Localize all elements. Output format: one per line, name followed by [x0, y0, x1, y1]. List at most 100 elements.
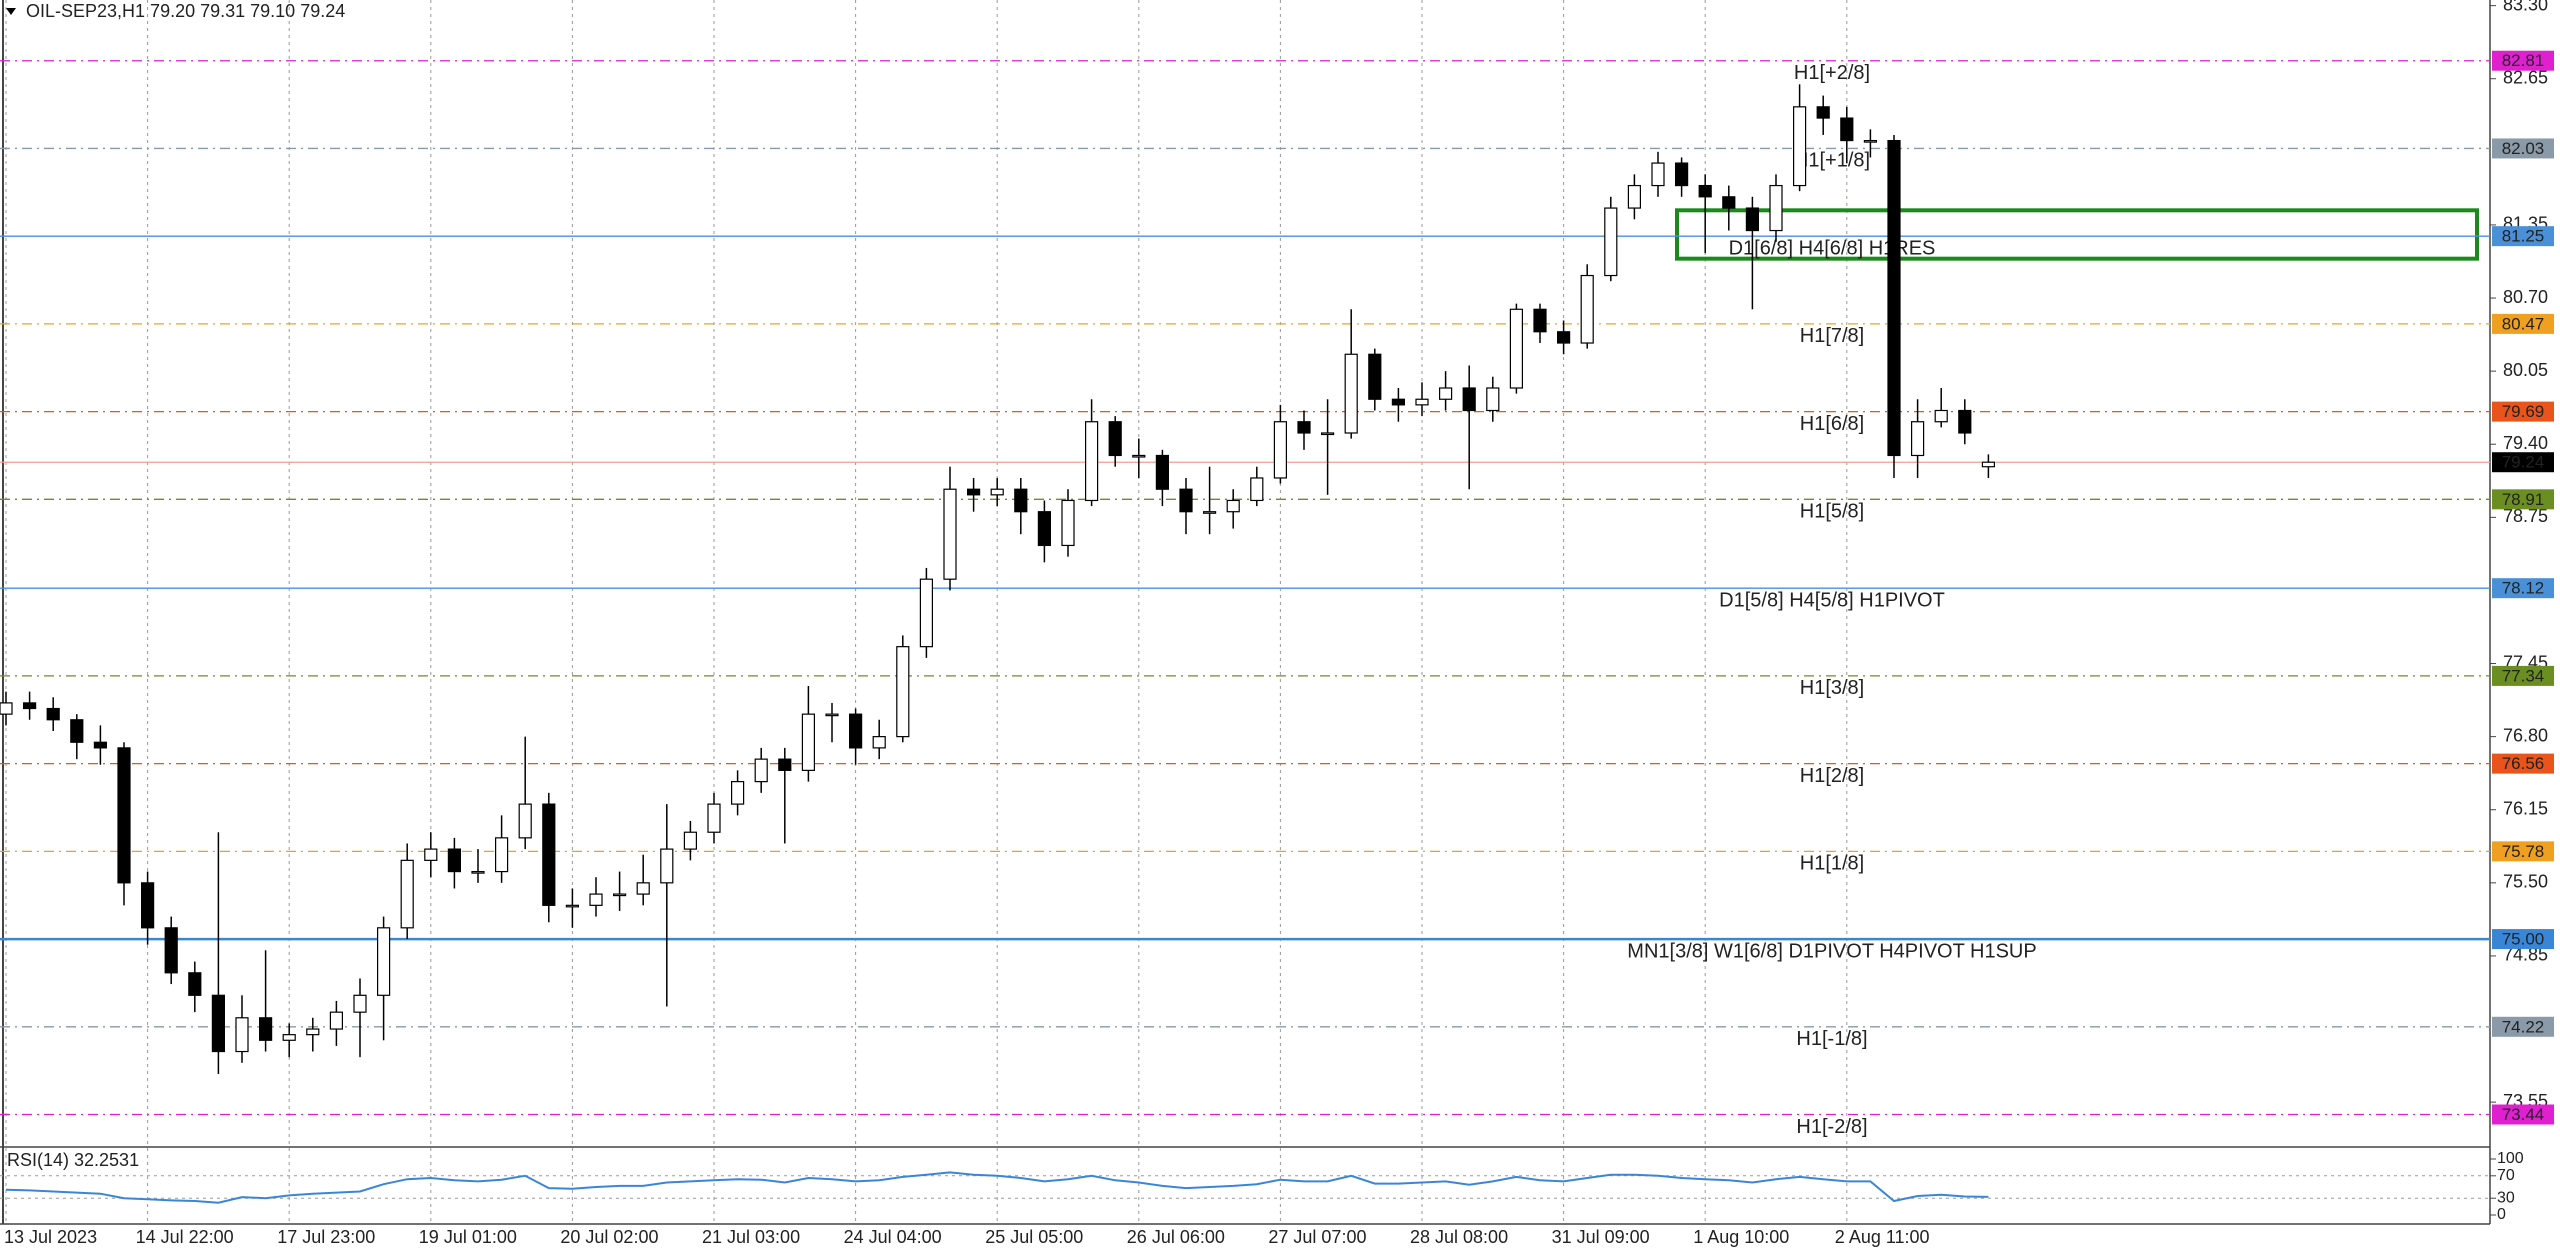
- candle-body: [1344, 353, 1358, 434]
- y-tick-label: 0: [2497, 1206, 2506, 1223]
- price-box: [2492, 138, 2554, 159]
- candle-body: [1108, 421, 1122, 457]
- candle-body: [1320, 432, 1335, 436]
- candle-body: [377, 927, 391, 996]
- candle-body: [1958, 409, 1972, 434]
- level-label: H1[-2/8]: [1796, 1116, 1867, 1138]
- candle-body: [1226, 499, 1240, 513]
- candle-body: [1037, 511, 1052, 547]
- level-label: H1[7/8]: [1800, 325, 1864, 347]
- candle-body: [801, 713, 816, 771]
- y-tick-label: 100: [2497, 1150, 2524, 1167]
- candle-body: [825, 713, 839, 717]
- candle-body: [259, 1017, 273, 1041]
- price-box-label: 81.25: [2502, 227, 2545, 246]
- x-tick-label: 31 Jul 09:00: [1552, 1227, 1650, 1247]
- candle-body: [93, 741, 108, 749]
- candle-body: [353, 994, 367, 1013]
- price-box-label: 77.34: [2502, 666, 2545, 685]
- x-tick-label: 13 Jul 2023: [4, 1227, 97, 1247]
- y-tick-label: 75.50: [2503, 872, 2548, 892]
- candle-body: [1391, 398, 1406, 406]
- candle-body: [872, 736, 886, 749]
- candle-body: [1840, 117, 1854, 142]
- price-box: [2492, 226, 2554, 247]
- candle-body: [188, 972, 202, 996]
- price-box-label: 73.44: [2502, 1105, 2545, 1124]
- candle-body: [636, 882, 650, 895]
- y-tick-label: 76.15: [2503, 798, 2548, 818]
- candle-body: [1651, 162, 1665, 187]
- candle-body: [1462, 387, 1476, 412]
- candle-body: [919, 578, 934, 648]
- menu-triangle[interactable]: [6, 8, 16, 15]
- price-box-label: 79.69: [2502, 402, 2545, 421]
- candle-body: [1627, 184, 1642, 209]
- level-label: H1[3/8]: [1800, 677, 1864, 699]
- candle-body: [447, 848, 461, 873]
- candle-body: [1509, 308, 1524, 389]
- candle-body: [778, 758, 792, 771]
- candle-body: [1698, 184, 1712, 198]
- candle-body: [1014, 488, 1028, 513]
- y-tick-label: 74.85: [2503, 945, 2548, 965]
- candle-body: [1722, 196, 1736, 209]
- price-box-label: 74.22: [2502, 1017, 2545, 1036]
- x-tick-label: 24 Jul 04:00: [844, 1227, 942, 1247]
- price-box: [2492, 313, 2554, 334]
- level-label: H1[+2/8]: [1794, 62, 1870, 84]
- level-label: H1[5/8]: [1800, 501, 1864, 523]
- candle-body: [1745, 207, 1760, 232]
- candle-body: [282, 1034, 296, 1041]
- y-tick-label: 82.65: [2503, 67, 2548, 87]
- y-tick-label: 78.75: [2503, 506, 2548, 526]
- candle-body: [1368, 353, 1382, 400]
- candle-body: [141, 882, 155, 929]
- candle-body: [1084, 421, 1099, 502]
- price-box-label: 75.00: [2502, 930, 2545, 949]
- level-label: H1[6/8]: [1800, 413, 1864, 435]
- x-tick-label: 14 Jul 22:00: [136, 1227, 234, 1247]
- candle-body: [117, 747, 131, 884]
- candle-body: [565, 904, 580, 908]
- y-tick-label: 70: [2497, 1167, 2515, 1184]
- x-tick-label: 25 Jul 05:00: [985, 1227, 1083, 1247]
- candle-body: [1132, 454, 1146, 458]
- candle-body: [329, 1011, 343, 1030]
- candle-body: [1297, 421, 1311, 434]
- candle-body: [306, 1028, 320, 1036]
- y-tick-label: 80.70: [2503, 287, 2548, 307]
- candle-body: [1155, 454, 1170, 490]
- price-box: [2492, 489, 2554, 510]
- price-box: [2492, 665, 2554, 686]
- candle-body: [1792, 106, 1807, 187]
- candle-body: [1604, 207, 1618, 277]
- candle-body: [1674, 162, 1689, 187]
- price-box-label: 76.56: [2502, 754, 2545, 773]
- candle-body: [589, 893, 603, 906]
- candle-body: [1202, 511, 1217, 514]
- candle-body: [943, 488, 957, 580]
- level-label: H1[+1/8]: [1794, 150, 1870, 172]
- price-box-label: 82.03: [2502, 139, 2545, 158]
- last-price-label: 79.24: [2502, 453, 2545, 472]
- y-tick-label: 79.40: [2503, 433, 2548, 453]
- candle-body: [211, 994, 225, 1053]
- candle-body: [1415, 398, 1429, 406]
- x-tick-label: 17 Jul 23:00: [277, 1227, 375, 1247]
- price-box-label: 78.91: [2502, 490, 2545, 509]
- candle-body: [1438, 387, 1453, 400]
- candle-body: [400, 859, 414, 929]
- chart-title: OIL-SEP23,H1 79.20 79.31 79.10 79.24: [26, 1, 345, 21]
- level-label: D1[6/8] H4[6/8] H1RES: [1729, 237, 1936, 259]
- candle-body: [164, 927, 178, 974]
- candle-body: [1061, 499, 1075, 547]
- candle-body: [518, 803, 532, 839]
- candle-body: [0, 702, 13, 715]
- candle-body: [1580, 274, 1594, 344]
- price-box: [2492, 841, 2554, 862]
- price-box-label: 80.47: [2502, 314, 2545, 333]
- x-tick-label: 21 Jul 03:00: [702, 1227, 800, 1247]
- price-box: [2492, 1016, 2554, 1037]
- candle-body: [1981, 461, 1996, 468]
